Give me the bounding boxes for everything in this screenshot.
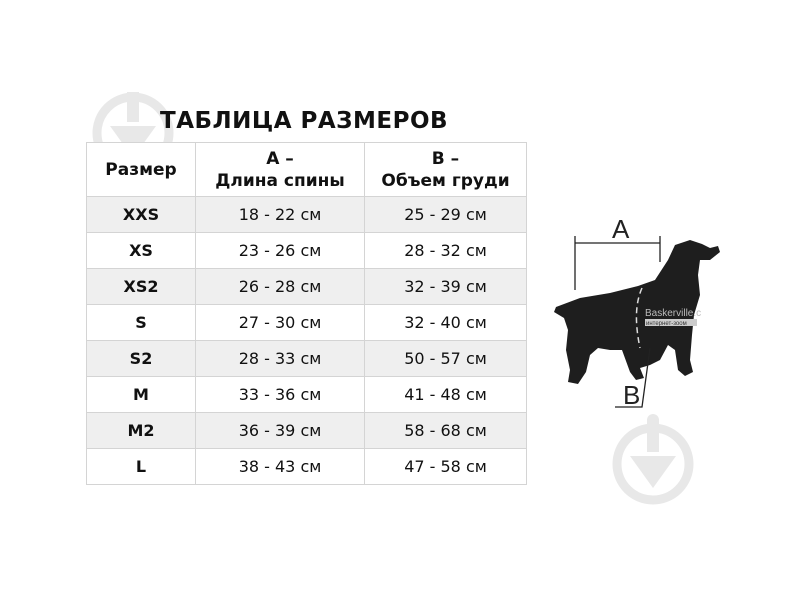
header-size: Размер [86,142,196,197]
table-row: S2 28 - 33 см 50 - 57 см [86,340,527,377]
label-b: B [623,380,640,410]
back-length-cell: 36 - 39 см [195,412,365,449]
size-cell: S2 [86,340,196,377]
back-length-cell: 33 - 36 см [195,376,365,413]
chest-cell: 41 - 48 см [364,376,527,413]
back-length-cell: 18 - 22 см [195,196,365,233]
table-row: XS 23 - 26 см 28 - 32 см [86,232,527,269]
watermark-subtext: интернет-зоом [646,321,687,327]
chest-marker-dashed [635,287,643,349]
back-length-marker [574,236,661,290]
download-watermark-icon [612,414,694,505]
chest-cell: 25 - 29 см [364,196,527,233]
chest-cell: 50 - 57 см [364,340,527,377]
chest-pointer-line [615,347,651,408]
size-table: Размер A – Длина спины B – Объем груди XXS… [86,142,527,485]
table-row: XXS 18 - 22 см 25 - 29 см [86,196,527,233]
table-row: M 33 - 36 см 41 - 48 см [86,376,527,413]
header-chest: B – Объем груди [364,142,527,197]
chest-cell: 58 - 68 см [364,412,527,449]
size-cell: M [86,376,196,413]
back-length-cell: 23 - 26 см [195,232,365,269]
chest-cell: 32 - 40 см [364,304,527,341]
size-cell: XS [86,232,196,269]
size-cell: XS2 [86,268,196,305]
table-row: L 38 - 43 см 47 - 58 см [86,448,527,485]
back-length-cell: 28 - 33 см [195,340,365,377]
size-cell: S [86,304,196,341]
size-cell: L [86,448,196,485]
table-header-row: Размер A – Длина спины B – Объем груди [86,142,527,197]
table-row: S 27 - 30 см 32 - 40 см [86,304,527,341]
header-back-length: A – Длина спины [195,142,365,197]
label-a: A [612,214,630,244]
back-length-cell: 27 - 30 см [195,304,365,341]
chest-cell: 28 - 32 см [364,232,527,269]
size-cell: XXS [86,196,196,233]
back-length-cell: 26 - 28 см [195,268,365,305]
page-title: ТАБЛИЦА РАЗМЕРОВ [160,108,449,134]
chest-cell: 47 - 58 см [364,448,527,485]
size-cell: M2 [86,412,196,449]
table-row: M2 36 - 39 см 58 - 68 см [86,412,527,449]
table-row: XS2 26 - 28 см 32 - 39 см [86,268,527,305]
dog-measurement-diagram: A Baskerville.c интернет-зоом B [554,214,720,410]
watermark-text: Baskerville.c [645,308,701,319]
chest-cell: 32 - 39 см [364,268,527,305]
back-length-cell: 38 - 43 см [195,448,365,485]
